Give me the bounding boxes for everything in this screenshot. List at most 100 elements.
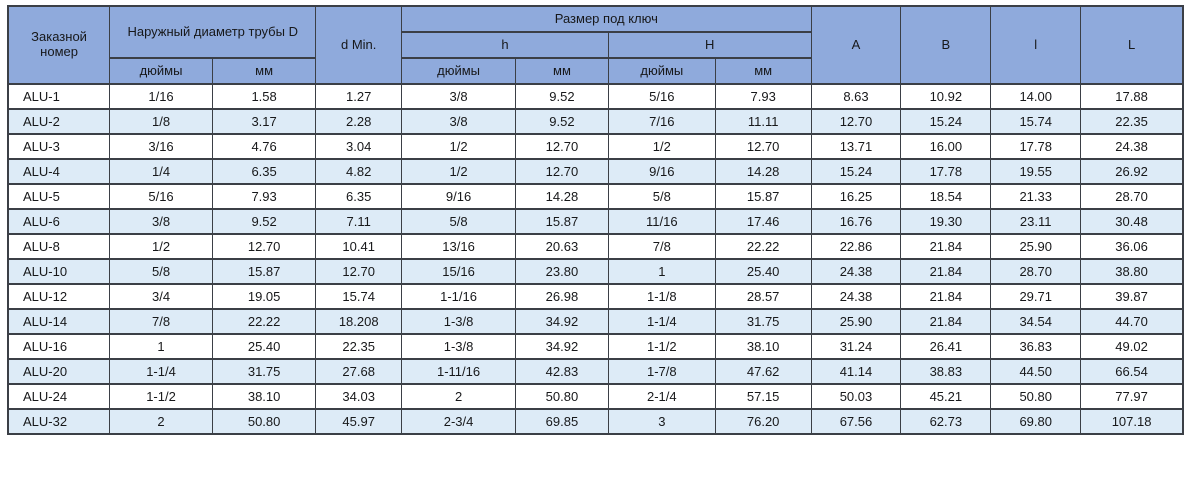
cell-H_inches: 1 (607, 258, 716, 285)
table-row: ALU-8 1/2 12.70 10.41 13/16 20.63 7/8 22.22 22.8… (7, 233, 1184, 260)
cell-order-number: ALU-10 (7, 258, 111, 285)
cell-H_mm: 25.40 (714, 258, 812, 285)
cell-l: 69.80 (990, 408, 1082, 435)
table-row: ALU-6 3/8 9.52 7.11 5/8 15.87 11/16 17.46 16.76 1… (7, 208, 1184, 235)
cell-D_mm: 6.35 (211, 158, 317, 185)
cell-h_mm: 20.63 (515, 233, 609, 260)
cell-d_min: 3.04 (315, 133, 403, 160)
cell-order-number: ALU-24 (7, 383, 111, 410)
cell-l: 14.00 (990, 83, 1082, 110)
cell-h_inches: 1-1/16 (401, 283, 517, 310)
cell-order-number: ALU-32 (7, 408, 111, 435)
header-h-small: h (401, 31, 609, 59)
cell-D_inches: 1/4 (109, 158, 213, 185)
cell-l: 21.33 (990, 183, 1082, 210)
cell-D_inches: 7/8 (109, 308, 213, 335)
cell-B: 10.92 (900, 83, 992, 110)
cell-B: 21.84 (900, 233, 992, 260)
table-row: ALU-24 1-1/2 38.10 34.03 2 50.80 2-1/4 57.15 50.… (7, 383, 1184, 410)
header-cap-h-inches: дюймы (607, 57, 716, 85)
cell-h_inches: 1-3/8 (401, 308, 517, 335)
cell-h_mm: 34.92 (515, 333, 609, 360)
cell-h_inches: 1-11/16 (401, 358, 517, 385)
cell-L: 77.97 (1080, 383, 1184, 410)
cell-h_inches: 1/2 (401, 158, 517, 185)
cell-D_inches: 3/16 (109, 133, 213, 160)
cell-D_inches: 1 (109, 333, 213, 360)
table-row: ALU-4 1/4 6.35 4.82 1/2 12.70 9/16 14.28 15.24 17… (7, 158, 1184, 185)
cell-H_inches: 7/8 (607, 233, 716, 260)
table-row: ALU-14 7/8 22.22 18.208 1-3/8 34.92 1-1/4 31.75… (7, 308, 1184, 335)
cell-H_inches: 1-7/8 (607, 358, 716, 385)
cell-h_mm: 15.87 (515, 208, 609, 235)
cell-L: 17.88 (1080, 83, 1184, 110)
cell-B: 17.78 (900, 158, 992, 185)
cell-A: 25.90 (810, 308, 902, 335)
cell-l: 17.78 (990, 133, 1082, 160)
cell-l: 25.90 (990, 233, 1082, 260)
cell-B: 16.00 (900, 133, 992, 160)
cell-H_inches: 5/8 (607, 183, 716, 210)
cell-H_inches: 3 (607, 408, 716, 435)
cell-h_mm: 42.83 (515, 358, 609, 385)
cell-L: 39.87 (1080, 283, 1184, 310)
cell-d_min: 10.41 (315, 233, 403, 260)
cell-H_inches: 1-1/8 (607, 283, 716, 310)
cell-h_mm: 14.28 (515, 183, 609, 210)
cell-h_inches: 3/8 (401, 83, 517, 110)
cell-D_mm: 4.76 (211, 133, 317, 160)
cell-order-number: ALU-8 (7, 233, 111, 260)
cell-L: 49.02 (1080, 333, 1184, 360)
cell-A: 15.24 (810, 158, 902, 185)
cell-d_min: 27.68 (315, 358, 403, 385)
cell-d_min: 22.35 (315, 333, 403, 360)
table-row: ALU-1 1/16 1.58 1.27 3/8 9.52 5/16 7.93 8.63 10.9… (7, 83, 1184, 110)
cell-d_min: 15.74 (315, 283, 403, 310)
cell-l: 44.50 (990, 358, 1082, 385)
cell-l: 15.74 (990, 108, 1082, 135)
cell-D_mm: 50.80 (211, 408, 317, 435)
header-h-inches: дюймы (401, 57, 517, 85)
cell-h_mm: 9.52 (515, 108, 609, 135)
header-h-mm: мм (515, 57, 609, 85)
cell-D_mm: 25.40 (211, 333, 317, 360)
cell-d_min: 1.27 (315, 83, 403, 110)
cell-A: 12.70 (810, 108, 902, 135)
cell-H_mm: 7.93 (714, 83, 812, 110)
cell-h_mm: 26.98 (515, 283, 609, 310)
cell-h_inches: 2 (401, 383, 517, 410)
cell-L: 30.48 (1080, 208, 1184, 235)
cell-order-number: ALU-20 (7, 358, 111, 385)
cell-B: 21.84 (900, 308, 992, 335)
header-col-a: A (810, 5, 902, 85)
cell-h_mm: 12.70 (515, 133, 609, 160)
header-col-l-small: l (990, 5, 1082, 85)
cell-D_inches: 5/8 (109, 258, 213, 285)
header-cap-h-mm: мм (714, 57, 812, 85)
cell-h_mm: 34.92 (515, 308, 609, 335)
cell-H_mm: 11.11 (714, 108, 812, 135)
cell-H_inches: 1-1/2 (607, 333, 716, 360)
cell-l: 50.80 (990, 383, 1082, 410)
cell-order-number: ALU-4 (7, 158, 111, 185)
cell-D_inches: 1-1/2 (109, 383, 213, 410)
cell-l: 29.71 (990, 283, 1082, 310)
cell-H_inches: 1-1/4 (607, 308, 716, 335)
cell-A: 31.24 (810, 333, 902, 360)
cell-A: 16.76 (810, 208, 902, 235)
cell-B: 45.21 (900, 383, 992, 410)
cell-A: 8.63 (810, 83, 902, 110)
cell-H_mm: 76.20 (714, 408, 812, 435)
cell-H_mm: 17.46 (714, 208, 812, 235)
cell-H_inches: 2-1/4 (607, 383, 716, 410)
table-header: Заказной номер Наружный диаметр трубы D … (7, 5, 1184, 85)
cell-D_inches: 1/2 (109, 233, 213, 260)
cell-H_inches: 7/16 (607, 108, 716, 135)
cell-D_inches: 3/4 (109, 283, 213, 310)
cell-h_mm: 9.52 (515, 83, 609, 110)
cell-A: 50.03 (810, 383, 902, 410)
cell-h_mm: 23.80 (515, 258, 609, 285)
spec-table-container: Заказной номер Наружный диаметр трубы D … (7, 5, 1184, 435)
cell-D_mm: 22.22 (211, 308, 317, 335)
cell-d_min: 4.82 (315, 158, 403, 185)
